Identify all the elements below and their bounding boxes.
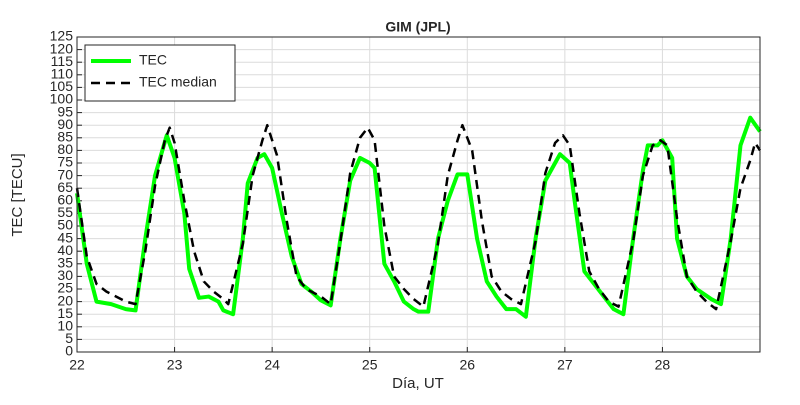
y-tick-label: 0	[65, 343, 73, 359]
y-tick-label: 15	[57, 305, 73, 321]
y-tick-label: 45	[57, 229, 73, 245]
y-tick-label: 115	[51, 53, 74, 69]
legend-label: TEC	[139, 52, 167, 68]
y-tick-label: 110	[51, 66, 74, 82]
x-tick-label: 25	[362, 357, 378, 373]
y-tick-label: 105	[50, 78, 74, 94]
plot-frame	[76, 36, 761, 353]
y-tick-label: 60	[57, 192, 73, 208]
y-axis-label: TEC [TECU]	[9, 153, 26, 236]
y-tick-label: 75	[57, 154, 73, 170]
y-tick-label: 10	[57, 318, 73, 334]
x-tick-label: 28	[655, 357, 671, 373]
series-line	[75, 115, 762, 319]
y-tick-label: 70	[57, 166, 73, 182]
legend-box	[84, 44, 236, 102]
x-tick-label: 27	[557, 357, 573, 373]
x-tick-label: 23	[167, 357, 183, 373]
y-tick-label: 20	[57, 292, 73, 308]
chart-title: GIM (JPL)	[385, 19, 450, 35]
y-tick-label: 90	[57, 116, 73, 132]
y-tick-label: 5	[65, 330, 73, 346]
y-tick-label: 120	[50, 40, 74, 56]
y-tick-label: 55	[57, 204, 73, 220]
legend: TEC TEC median	[84, 44, 236, 102]
y-tick-label: 65	[57, 179, 73, 195]
y-tick-label: 125	[50, 28, 74, 44]
y-tick-label: 80	[57, 141, 73, 157]
y-tick-label: 100	[50, 91, 74, 107]
legend-label: TEC median	[139, 74, 217, 90]
y-tick-label: 85	[57, 129, 73, 145]
y-tick-label: 95	[57, 103, 73, 119]
x-tick-label: 26	[459, 357, 475, 373]
x-axis-label: Día, UT	[392, 375, 444, 392]
y-tick-label: 25	[57, 280, 73, 296]
x-tick-label: 22	[69, 357, 85, 373]
y-tick-label: 40	[57, 242, 73, 258]
series-line	[75, 123, 762, 311]
y-tick-label: 50	[57, 217, 73, 233]
y-tick-label: 30	[57, 267, 73, 283]
x-tick-label: 24	[264, 357, 280, 373]
y-tick-label: 35	[57, 255, 73, 271]
